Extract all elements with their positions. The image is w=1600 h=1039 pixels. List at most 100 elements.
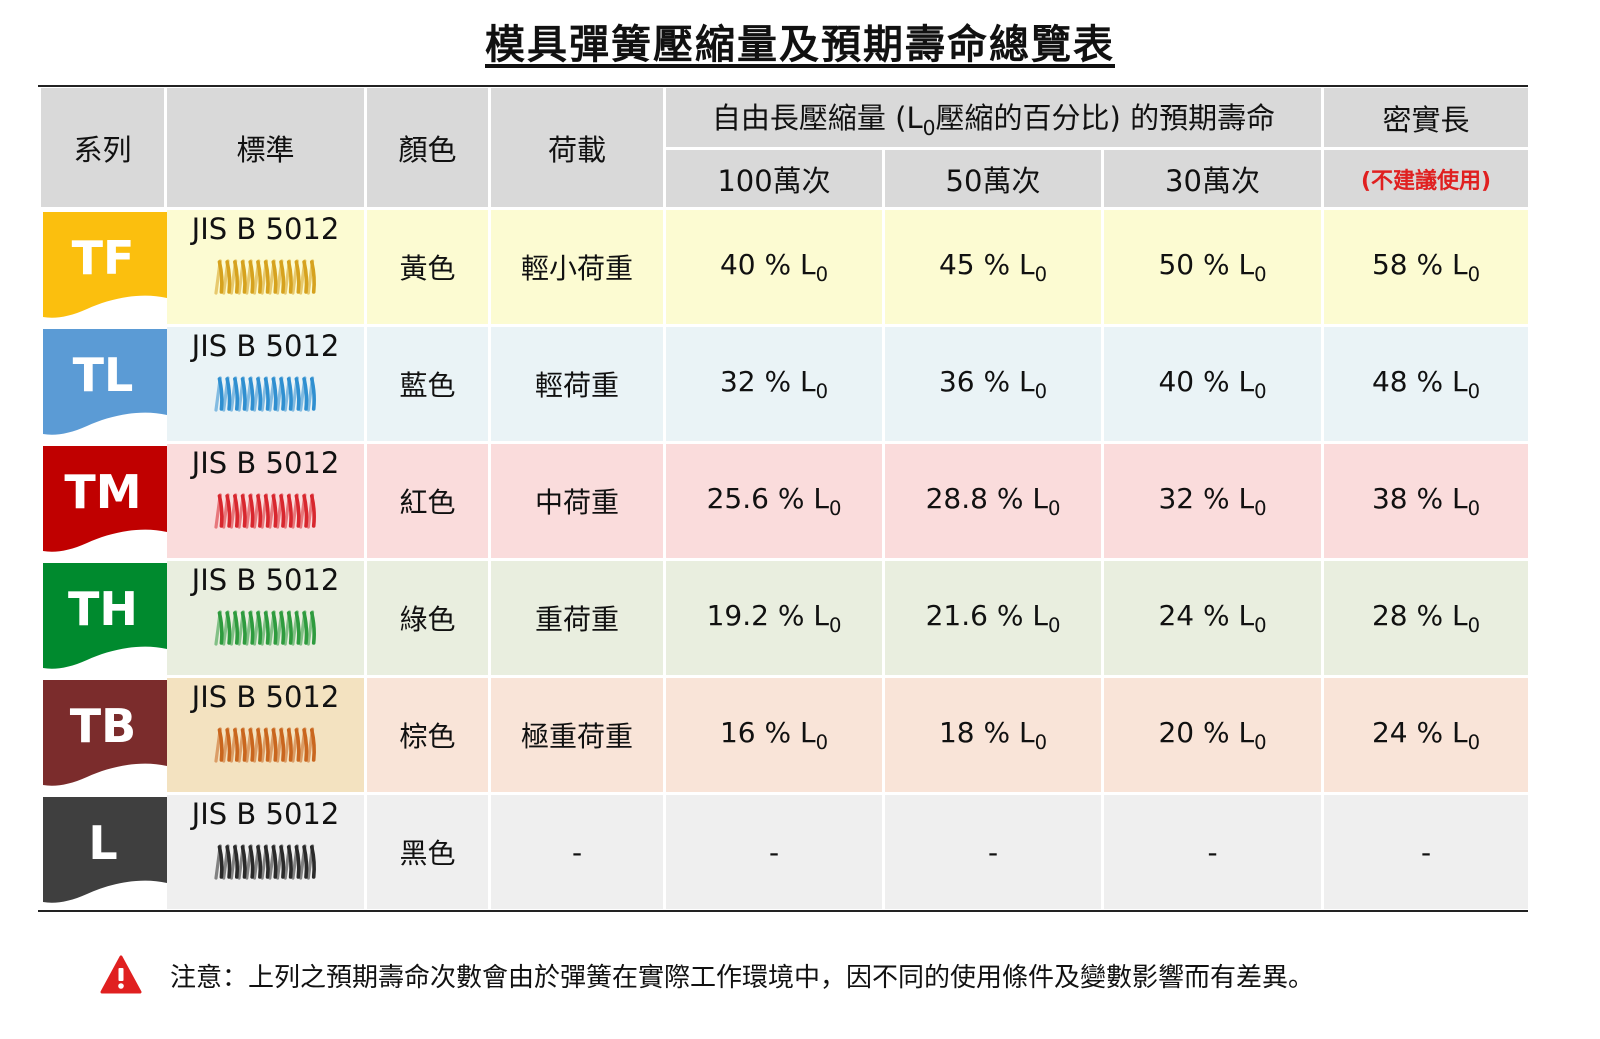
value-text: 28 %: [1371, 599, 1452, 633]
value-text: 48 %: [1371, 365, 1452, 399]
spring-image: [212, 842, 320, 889]
unit-symbol: L: [1238, 482, 1255, 516]
value-text: 19.2 %: [706, 599, 814, 633]
unit-symbol: L: [1238, 248, 1255, 282]
table-row: TL JIS B 5012 藍色 輕荷重 32 % L0 36 % L0 40 % L0 48…: [38, 324, 1531, 444]
value-text: 40 %: [719, 248, 800, 282]
life-100-cell: 40 % L0: [663, 207, 885, 327]
unit-symbol: L: [1032, 599, 1048, 633]
spring-table: 系列 標準 顏色 荷載 自由長壓縮量 (L0壓縮的百分比) 的預期壽命 密實長 …: [38, 85, 1531, 912]
unit-subscript: 0: [1467, 379, 1481, 403]
header-cycles-100: 100萬次: [663, 147, 885, 210]
header-solid: 密實長: [1321, 85, 1531, 150]
series-badge-label: TB: [70, 699, 136, 753]
series-badge-label: TH: [68, 582, 138, 636]
color-cell: 藍色: [364, 324, 491, 444]
value-text: -: [1420, 835, 1432, 869]
series-cell: TL: [38, 324, 167, 444]
header-cycles-30: 30萬次: [1101, 147, 1324, 210]
page-title: 模具彈簧壓縮量及預期壽命總覽表: [485, 22, 1115, 68]
value-text: -: [1207, 835, 1218, 869]
unit-symbol: L: [1018, 248, 1035, 282]
spring-image: [212, 374, 320, 421]
unit-symbol: L: [799, 716, 816, 750]
series-badge: TL: [43, 328, 167, 435]
unit-symbol: L: [1238, 599, 1255, 633]
life-100-cell: -: [663, 792, 885, 912]
header-subrow: 100萬次 50萬次 30萬次 (不建議使用): [40, 147, 1531, 210]
spring-image: [212, 257, 320, 304]
standard-label: JIS B 5012: [191, 329, 340, 363]
unit-subscript: 0: [1467, 730, 1481, 754]
standard-cell: JIS B 5012: [164, 558, 367, 678]
coil-spring-icon: [213, 844, 316, 880]
solid-length-cell: 24 % L0: [1321, 675, 1531, 795]
value-text: 40 %: [1158, 365, 1239, 399]
standard-label: JIS B 5012: [191, 212, 340, 246]
life-30-cell: 20 % L0: [1101, 675, 1324, 795]
series-badge-label: L: [88, 816, 117, 870]
load-cell: 輕荷重: [488, 324, 666, 444]
table-row: TH JIS B 5012 綠色 重荷重 19.2 % L0 21.6 % L0 24 % …: [38, 558, 1531, 678]
series-badge: L: [43, 796, 167, 903]
header-solid-note: (不建議使用): [1321, 147, 1531, 210]
color-cell: 綠色: [364, 558, 491, 678]
spring-table-wrap: 系列 標準 顏色 荷載 自由長壓縮量 (L0壓縮的百分比) 的預期壽命 密實長 …: [38, 85, 1531, 912]
table-body: TF JIS B 5012 黃色 輕小荷重 40 % L0 45 % L0 50 % L0 5…: [38, 207, 1531, 912]
value-text: -: [987, 835, 999, 869]
unit-subscript: 0: [815, 730, 829, 754]
unit-subscript: 0: [1254, 262, 1267, 286]
standard-cell: JIS B 5012: [164, 792, 367, 912]
unit-subscript: 0: [1047, 613, 1061, 637]
header-cycles-50: 50萬次: [882, 147, 1104, 210]
unit-symbol: L: [1451, 482, 1468, 516]
series-badge: TH: [43, 562, 167, 669]
value-text: 18 %: [938, 716, 1019, 750]
life-30-cell: -: [1101, 792, 1324, 912]
standard-label: JIS B 5012: [191, 446, 340, 480]
color-cell: 棕色: [364, 675, 491, 795]
unit-symbol: L: [1238, 365, 1255, 399]
value-text: 50 %: [1158, 248, 1239, 282]
unit-symbol: L: [813, 599, 829, 633]
standard-cell: JIS B 5012: [164, 675, 367, 795]
series-cell: TM: [38, 441, 167, 561]
unit-subscript: 0: [1047, 496, 1061, 520]
series-cell: TH: [38, 558, 167, 678]
life-30-cell: 24 % L0: [1101, 558, 1324, 678]
standard-cell: JIS B 5012: [164, 441, 367, 561]
spring-image: [212, 491, 320, 538]
solid-length-cell: 38 % L0: [1321, 441, 1531, 561]
series-badge: TF: [43, 211, 167, 318]
unit-subscript: 0: [1254, 496, 1267, 520]
life-100-cell: 19.2 % L0: [663, 558, 885, 678]
warning-triangle-icon: [100, 955, 142, 994]
value-text: 58 %: [1371, 248, 1452, 282]
value-text: 25.6 %: [706, 482, 814, 516]
coil-spring-icon: [213, 376, 316, 412]
life-50-cell: -: [882, 792, 1104, 912]
spring-image: [212, 725, 320, 772]
coil-spring-icon: [213, 259, 316, 295]
header-color: 顏色: [364, 85, 491, 210]
header-life-group: 自由長壓縮量 (L0壓縮的百分比) 的預期壽命: [663, 85, 1324, 150]
life-30-cell: 32 % L0: [1101, 441, 1324, 561]
standard-label: JIS B 5012: [191, 797, 340, 831]
unit-subscript: 0: [1034, 730, 1048, 754]
header-row: 系列 標準 顏色 荷載 自由長壓縮量 (L0壓縮的百分比) 的預期壽命 密實長: [38, 85, 1531, 210]
unit-subscript: 0: [1254, 613, 1267, 637]
solid-length-cell: 28 % L0: [1321, 558, 1531, 678]
life-30-cell: 40 % L0: [1101, 324, 1324, 444]
series-cell: L: [38, 792, 167, 912]
table-bottom-rule: [38, 910, 1528, 912]
coil-spring-icon: [213, 727, 316, 763]
standard-label: JIS B 5012: [191, 680, 340, 714]
warning-note-text: 注意：上列之預期壽命次數會由於彈簧在實際工作環境中，因不同的使用條件及變數影響而…: [170, 962, 1315, 993]
unit-symbol: L: [813, 482, 829, 516]
series-badge: TM: [43, 445, 167, 552]
value-text: 45 %: [938, 248, 1019, 282]
unit-symbol: L: [1451, 248, 1468, 282]
header-standard: 標準: [164, 85, 367, 210]
unit-subscript: 0: [1034, 262, 1048, 286]
